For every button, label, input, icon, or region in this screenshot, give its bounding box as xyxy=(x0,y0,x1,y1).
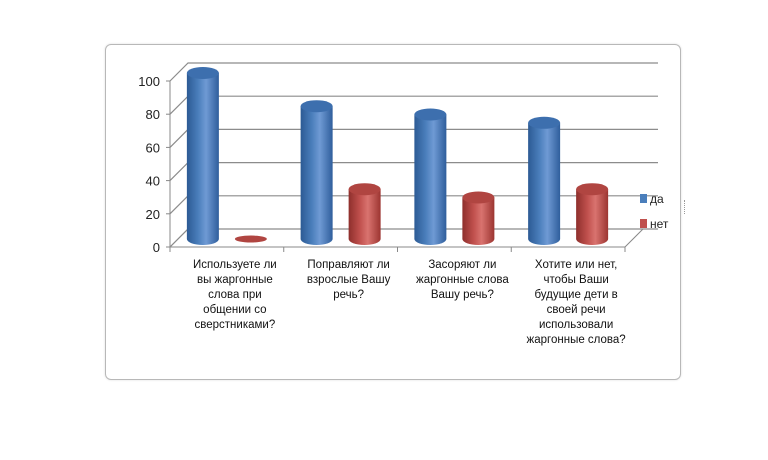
y-tick-label: 20 xyxy=(146,207,160,222)
legend-label: нет xyxy=(650,217,669,231)
chart-frame[interactable] xyxy=(105,44,681,380)
bar-top-да xyxy=(186,67,219,79)
gridline xyxy=(169,62,658,82)
legend-label: да xyxy=(650,192,664,206)
y-tick-label: 40 xyxy=(146,174,160,189)
category-label: Засоряют ли жаргонные слова Вашу речь? xyxy=(416,259,509,301)
bar-top-да xyxy=(300,100,333,113)
bar-да xyxy=(528,122,561,246)
bar-да xyxy=(300,106,333,246)
bar-top-нет xyxy=(576,183,609,196)
bar-top-да xyxy=(528,116,561,129)
category-label: Хотите или нет, чтобы Ваши будущие дети … xyxy=(526,259,626,346)
bar-top-нет xyxy=(234,235,267,243)
bar-нет xyxy=(462,197,495,246)
bar-top-да xyxy=(414,108,447,121)
y-tick-label: 80 xyxy=(146,107,160,122)
legend-swatch-да xyxy=(640,194,647,203)
bar-да xyxy=(186,73,219,246)
gridline xyxy=(169,128,658,148)
bar-top-нет xyxy=(348,183,381,196)
y-tick-label: 60 xyxy=(146,140,160,155)
legend-swatch-нет xyxy=(640,219,647,228)
bar-top-нет xyxy=(462,191,495,204)
bar-нет xyxy=(576,189,609,246)
y-tick-label: 0 xyxy=(153,240,160,255)
category-label: Используете ли вы жаргонные слова при об… xyxy=(193,259,277,331)
y-tick-label: 100 xyxy=(138,74,160,89)
bar-нет xyxy=(348,189,381,246)
category-label: Поправляют ли взрослые Вашу речь? xyxy=(306,259,391,301)
gridline xyxy=(169,95,658,115)
bar-да xyxy=(414,114,447,246)
gridline xyxy=(169,162,658,182)
resize-handle[interactable] xyxy=(684,200,688,214)
